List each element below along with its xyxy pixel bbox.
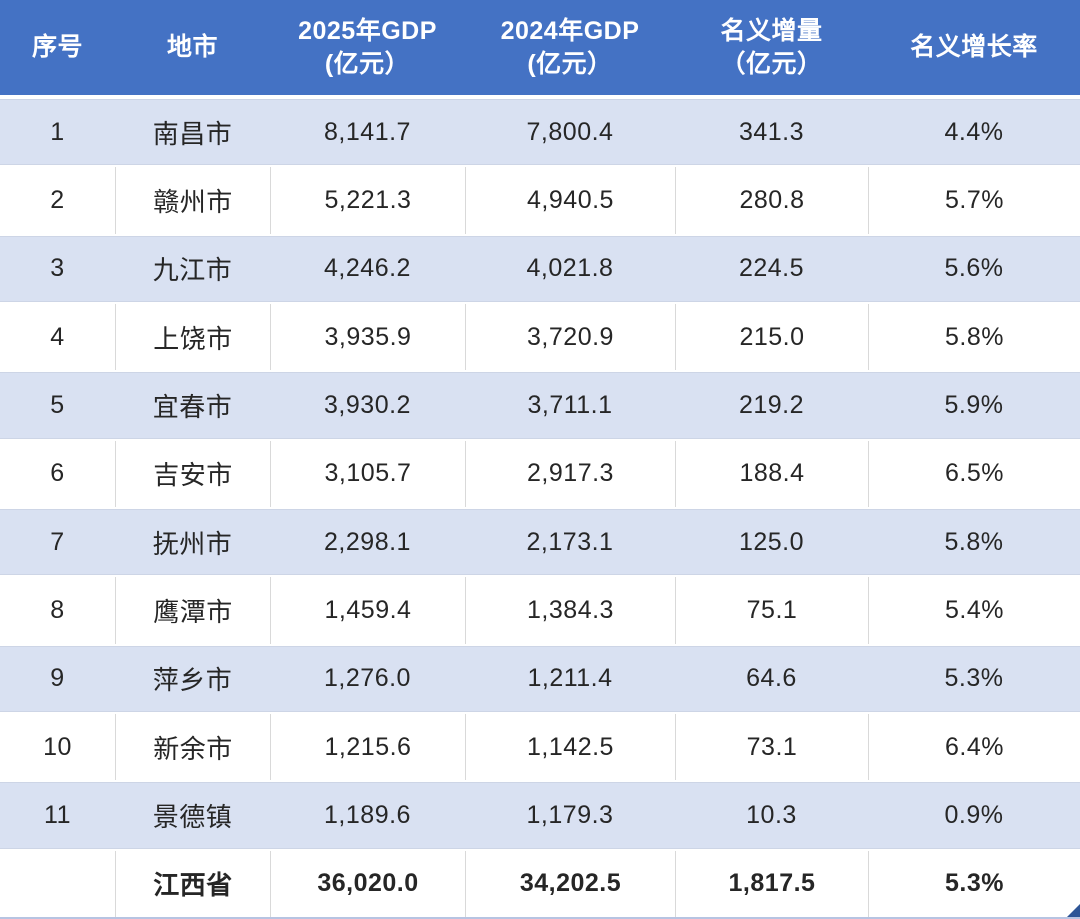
cell-growth-rate: 5.9% — [944, 390, 1004, 419]
cell-gdp-2024: 1,384.3 — [465, 577, 675, 644]
cell-growth-rate: 5.7% — [868, 167, 1080, 234]
cell-city: 景德镇 — [152, 801, 233, 832]
table-row: 6 吉安市 3,105.7 2,917.3 188.4 6.5% — [0, 438, 1080, 507]
table-row: 8 鹰潭市 1,459.4 1,384.3 75.1 5.4% — [0, 575, 1080, 644]
cell-gdp-2024: 2,917.3 — [465, 440, 675, 507]
table-row: 4 上饶市 3,935.9 3,720.9 215.0 5.8% — [0, 301, 1080, 371]
cell-increase: 1,817.5 — [675, 850, 868, 917]
table-row: 3 九江市 4,246.2 4,021.8 224.5 5.6% — [0, 233, 1080, 302]
cell-seq: 1 — [50, 117, 65, 146]
cell-increase: 10.3 — [746, 800, 797, 829]
cell-gdp-2025: 1,215.6 — [270, 713, 465, 781]
cell-increase: 125.0 — [738, 527, 805, 556]
cell-seq: 5 — [50, 390, 65, 419]
cell-growth-rate: 5.3% — [868, 850, 1080, 917]
cell-gdp-2025: 4,246.2 — [324, 254, 411, 283]
table-row: 2 赣州市 5,221.3 4,940.5 280.8 5.7% — [0, 165, 1080, 234]
cell-increase: 224.5 — [738, 254, 805, 283]
cell-increase: 280.8 — [675, 167, 868, 234]
cell-growth-rate: 5.4% — [868, 577, 1080, 644]
cell-gdp-2024: 4,940.5 — [465, 167, 675, 234]
cell-increase: 219.2 — [738, 390, 805, 419]
cell-increase: 73.1 — [675, 713, 868, 781]
cell-gdp-2024: 4,021.8 — [526, 254, 614, 283]
cell-gdp-2024: 1,179.3 — [526, 800, 614, 829]
cell-seq: 2 — [50, 185, 65, 214]
cell-city: 上饶市 — [115, 303, 270, 371]
cell-growth-rate: 5.3% — [944, 664, 1004, 693]
cell-seq: 10 — [43, 732, 72, 761]
cell-increase: 64.6 — [746, 664, 797, 693]
cell-seq: 6 — [50, 459, 65, 488]
cell-seq: 3 — [50, 254, 65, 283]
cell-increase: 341.3 — [738, 117, 805, 146]
header-row: 序号 地市 2025年GDP (亿元） 2024年GDP (亿元） 名义增量 （… — [0, 0, 1080, 95]
table-row: 7 抚州市 2,298.1 2,173.1 125.0 5.8% — [0, 506, 1080, 576]
cell-growth-rate: 5.6% — [944, 254, 1004, 283]
cell-city: 鹰潭市 — [115, 577, 270, 644]
cell-city: 吉安市 — [115, 440, 270, 507]
total-row: 江西省 36,020.0 34,202.5 1,817.5 5.3% — [0, 848, 1080, 917]
cell-gdp-2025: 8,141.7 — [324, 117, 411, 146]
cell-seq: 7 — [50, 527, 65, 556]
cell-gdp-2024: 1,142.5 — [465, 713, 675, 781]
cell-growth-rate: 5.8% — [944, 527, 1004, 556]
cell-seq — [0, 851, 115, 917]
cell-increase: 75.1 — [675, 577, 868, 644]
cell-gdp-2024: 34,202.5 — [465, 850, 675, 917]
cell-city: 南昌市 — [152, 118, 233, 149]
cell-seq: 4 — [50, 322, 65, 351]
cell-gdp-2025: 3,930.2 — [324, 390, 411, 419]
cell-growth-rate: 5.8% — [868, 303, 1080, 371]
cell-city: 抚州市 — [152, 528, 233, 559]
cell-gdp-2025: 2,298.1 — [324, 527, 411, 556]
cell-gdp-2025: 3,935.9 — [270, 303, 465, 371]
cell-city: 九江市 — [152, 255, 233, 286]
cell-increase: 188.4 — [675, 440, 868, 507]
cell-seq: 8 — [50, 595, 65, 624]
table-row: 11 景德镇 1,189.6 1,179.3 10.3 0.9% — [0, 780, 1080, 849]
cell-increase: 215.0 — [675, 303, 868, 371]
selection-fill-handle[interactable] — [1067, 904, 1080, 917]
header-growth-rate: 名义增长率 — [910, 33, 1038, 61]
cell-gdp-2024: 3,711.1 — [527, 390, 613, 419]
cell-gdp-2024: 7,800.4 — [526, 117, 614, 146]
cell-growth-rate: 0.9% — [944, 800, 1004, 829]
table-row: 1 南昌市 8,141.7 7,800.4 341.3 4.4% — [0, 95, 1080, 166]
header-increase: 名义增量 （亿元） — [720, 16, 823, 78]
cell-city: 新余市 — [115, 713, 270, 781]
header-city: 地市 — [166, 33, 218, 61]
cell-gdp-2025: 36,020.0 — [270, 850, 465, 917]
table-row: 10 新余市 1,215.6 1,142.5 73.1 6.4% — [0, 711, 1080, 781]
cell-city: 宜春市 — [152, 391, 233, 422]
table-row: 9 萍乡市 1,276.0 1,211.4 64.6 5.3% — [0, 643, 1080, 712]
cell-growth-rate: 4.4% — [944, 117, 1004, 146]
cell-seq: 9 — [50, 664, 65, 693]
cell-province-total: 江西省 — [115, 850, 270, 917]
cell-city: 萍乡市 — [152, 665, 233, 696]
cell-gdp-2024: 3,720.9 — [465, 303, 675, 371]
cell-gdp-2025: 1,276.0 — [324, 664, 411, 693]
cell-gdp-2025: 1,459.4 — [270, 577, 465, 644]
header-gdp-2024: 2024年GDP (亿元） — [500, 16, 640, 78]
table-row: 5 宜春市 3,930.2 3,711.1 219.2 5.9% — [0, 370, 1080, 439]
header-gdp-2025: 2025年GDP (亿元） — [298, 16, 437, 78]
cell-seq: 11 — [44, 800, 71, 829]
cell-city: 赣州市 — [115, 167, 270, 234]
cell-gdp-2024: 1,211.4 — [527, 664, 613, 693]
cell-gdp-2025: 1,189.6 — [324, 800, 411, 829]
cell-growth-rate: 6.5% — [868, 440, 1080, 507]
cell-gdp-2025: 3,105.7 — [270, 440, 465, 507]
cell-gdp-2024: 2,173.1 — [526, 527, 614, 556]
cell-growth-rate: 6.4% — [868, 713, 1080, 781]
cell-gdp-2025: 5,221.3 — [270, 167, 465, 234]
header-seq: 序号 — [31, 33, 83, 61]
